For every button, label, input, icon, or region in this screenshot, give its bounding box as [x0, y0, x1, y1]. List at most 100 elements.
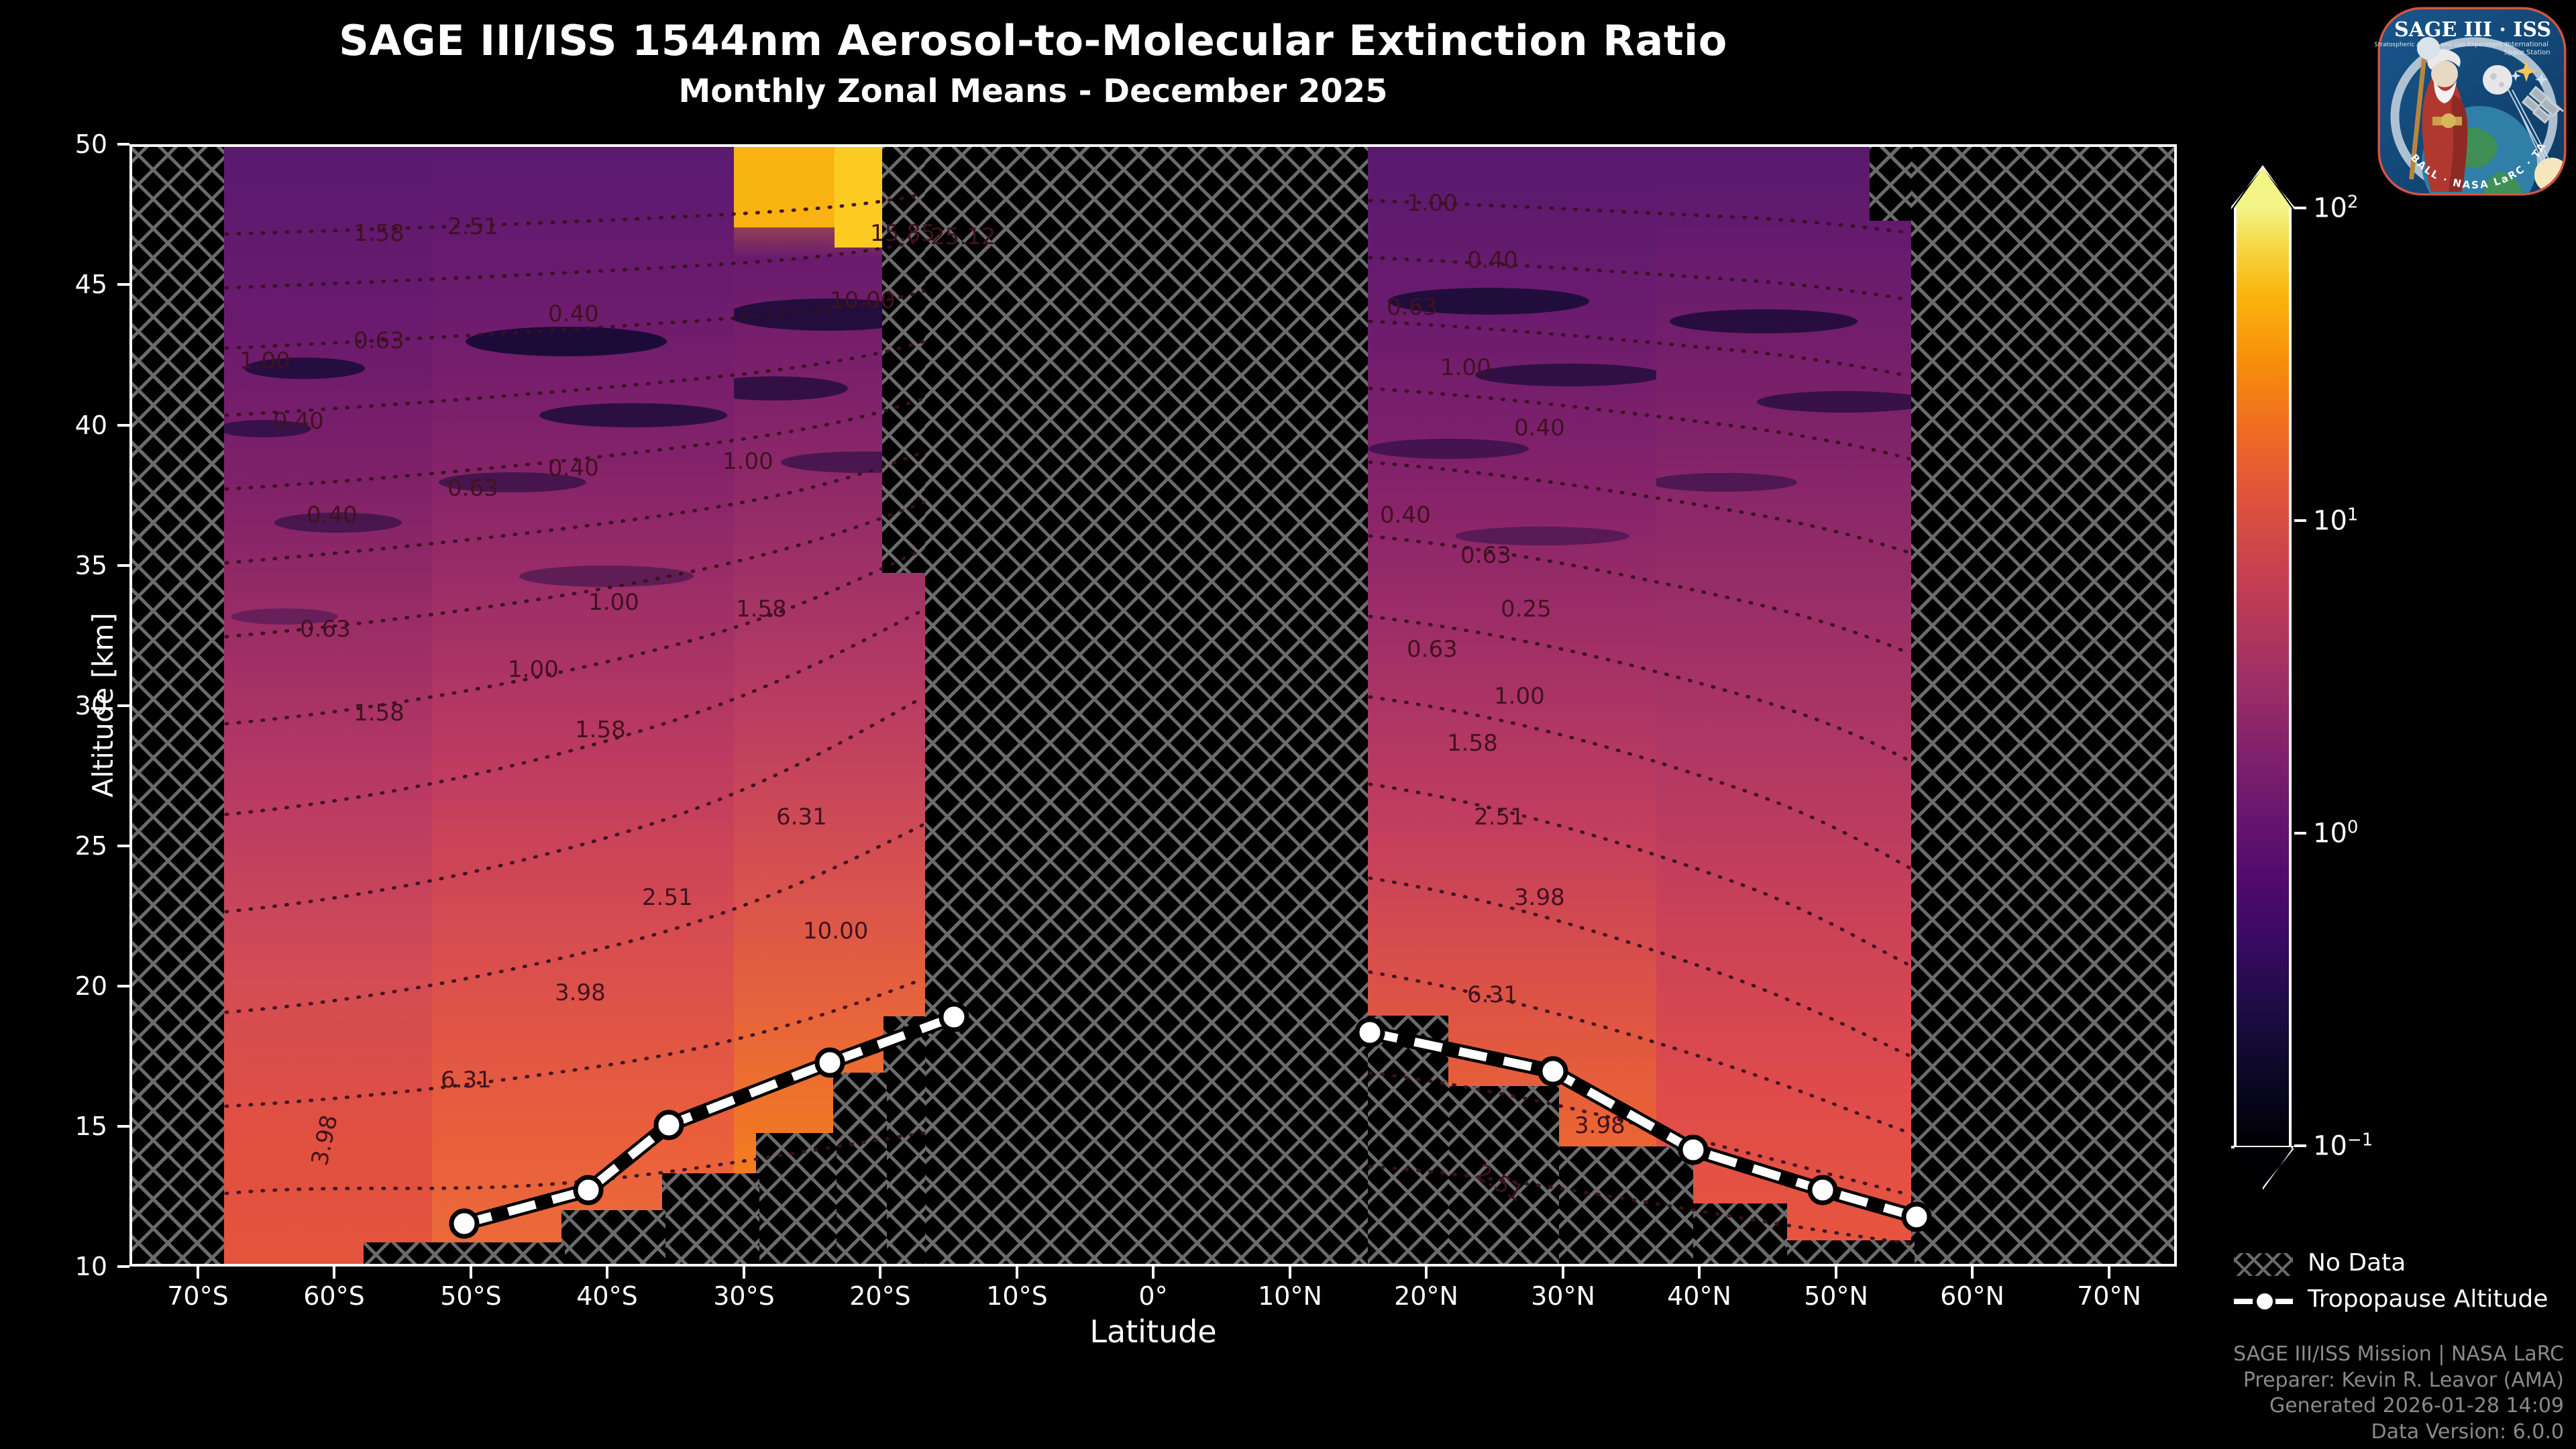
- x-tick-mark: [743, 1267, 745, 1279]
- contour-label: 0.63: [447, 475, 498, 502]
- x-tick-mark: [1835, 1267, 1837, 1279]
- contour-label: 0.40: [548, 455, 599, 482]
- colorbar-under-arrow: [2234, 1147, 2292, 1187]
- logo-subtitle-right-1: International: [2506, 41, 2548, 48]
- southern-field-mid: [432, 147, 734, 1264]
- north-mask-a: [1368, 1016, 1448, 1264]
- x-tick-mark: [1562, 1267, 1564, 1279]
- contour-label: 1.00: [508, 656, 559, 683]
- credit-preparer: Preparer: Kevin R. Leavor (AMA): [2243, 1368, 2564, 1392]
- contour-label: 1.58: [736, 596, 787, 623]
- page-subtitle: Monthly Zonal Means - December 2025: [678, 72, 1388, 110]
- x-tick-label: 60°N: [1940, 1281, 2004, 1311]
- colorbar-tick-mark: [2294, 832, 2306, 835]
- colorbar-gradient: [2234, 208, 2292, 1147]
- plot-inner: 3.98 6.31 3.98 2.51 10.00 6.31 1.58 1.58…: [132, 147, 2174, 1264]
- x-tick-mark: [1971, 1267, 1974, 1279]
- y-tick-mark: [117, 704, 129, 707]
- contour-label: 1.00: [1440, 354, 1491, 381]
- x-tick-mark: [1289, 1267, 1291, 1279]
- colorbar-tick-label: 101: [2313, 504, 2358, 536]
- south-mask-e: [561, 1210, 665, 1264]
- x-tick-label: 60°S: [303, 1281, 365, 1311]
- south-mask-b: [833, 1073, 887, 1264]
- contour-label: 2.51: [1474, 804, 1525, 830]
- contour-label: 3.98: [1574, 1112, 1625, 1139]
- north-mask-d: [1693, 1203, 1787, 1264]
- south-mask-a: [883, 1016, 925, 1264]
- x-tick-mark: [197, 1267, 199, 1279]
- y-tick-mark: [117, 424, 129, 427]
- x-tick-mark: [1016, 1267, 1018, 1279]
- north-mask-e: [1787, 1240, 1915, 1264]
- y-tick-mark: [117, 1265, 129, 1268]
- legend: No Data Tropopause Altitude: [2234, 1248, 2569, 1320]
- x-tick-mark: [333, 1267, 335, 1279]
- legend-label: No Data: [2308, 1249, 2406, 1277]
- contour-label: 0.63: [300, 616, 351, 643]
- contour-label: 0.40: [548, 301, 599, 327]
- x-tick-label: 30°N: [1531, 1281, 1595, 1311]
- y-tick-label: 15: [74, 1112, 107, 1141]
- south-mask-d: [662, 1173, 759, 1264]
- x-tick-mark: [1425, 1267, 1428, 1279]
- y-tick-label: 35: [74, 551, 107, 580]
- x-tick-label: 20°N: [1394, 1281, 1458, 1311]
- logo-subtitle-left: Stratospheric Aerosol and Gas Experiment…: [2375, 42, 2510, 48]
- contour-label: 2.51: [447, 213, 498, 240]
- colorbar[interactable]: 102 101 100 10−1: [2231, 165, 2373, 1190]
- y-tick-label: 30: [74, 691, 107, 720]
- x-tick-label: 70°S: [167, 1281, 229, 1311]
- contour-label: 2.51: [642, 884, 693, 911]
- y-axis-label: Altitude [km]: [87, 612, 120, 798]
- colorbar-tick-exponent: 0: [2347, 817, 2359, 838]
- colorbar-over-arrow: [2234, 168, 2292, 208]
- x-tick-mark: [1698, 1267, 1701, 1279]
- x-tick-label: 20°S: [849, 1281, 911, 1311]
- contour-label: 1.00: [722, 448, 773, 475]
- x-tick-label: 40°N: [1667, 1281, 1731, 1311]
- colorbar-tick-base: 10: [2313, 193, 2347, 224]
- colorbar-tick-base: 10: [2313, 505, 2347, 537]
- x-tick-label: 0°: [1138, 1281, 1168, 1311]
- x-tick-label: 70°N: [2077, 1281, 2141, 1311]
- legend-label: Tropopause Altitude: [2308, 1285, 2548, 1313]
- contour-label: 0.40: [1380, 502, 1431, 529]
- x-tick-label: 10°S: [986, 1281, 1048, 1311]
- y-tick-mark: [117, 283, 129, 286]
- contour-label: 0.63: [1407, 636, 1458, 663]
- colorbar-tick-exponent: −1: [2347, 1130, 2373, 1150]
- contour-label: 10.00: [803, 918, 868, 945]
- logo-title: SAGE III · ISS: [2394, 18, 2551, 42]
- credit-data-version: Data Version: 6.0.0: [2371, 1419, 2564, 1444]
- colorbar-tick-base: 10: [2313, 1130, 2347, 1162]
- south-mask-top-right: [882, 147, 925, 573]
- contour-label: 6.31: [1467, 981, 1518, 1008]
- colorbar-tick-label: 100: [2313, 817, 2358, 849]
- contour-label: 3.98: [307, 1113, 343, 1168]
- contour-label: 1.58: [575, 716, 626, 743]
- y-tick-mark: [117, 985, 129, 987]
- credit-generated: Generated 2026-01-28 14:09: [2269, 1394, 2564, 1418]
- tropopause-line-north: [1354, 1017, 1932, 1232]
- data-region-northern-right: [1656, 147, 1911, 1264]
- contour-label: 1.58: [1447, 730, 1498, 757]
- southern-field-left: [224, 147, 432, 1264]
- contour-label: 6.31: [441, 1067, 492, 1093]
- tropopause-line-south: [449, 1002, 969, 1239]
- y-tick-label: 25: [74, 831, 107, 861]
- contour-label: 1.58: [354, 700, 405, 727]
- contour-label: 3.98: [1514, 884, 1565, 911]
- colorbar-tick-label: 102: [2313, 192, 2358, 223]
- credits-block: SAGE III/ISS Mission | NASA LaRC Prepare…: [2233, 1342, 2564, 1445]
- heatmap-plot-area: 3.98 6.31 3.98 2.51 10.00 6.31 1.58 1.58…: [129, 144, 2177, 1267]
- data-region-southern: [224, 147, 432, 1264]
- x-tick-mark: [606, 1267, 608, 1279]
- y-tick-label: 45: [74, 270, 107, 299]
- south-mask-f: [364, 1242, 565, 1264]
- contour-label: 0.40: [1467, 247, 1518, 274]
- x-tick-label: 50°S: [440, 1281, 502, 1311]
- contour-label: 0.63: [1460, 542, 1511, 569]
- colorbar-tick-mark: [2294, 207, 2306, 209]
- contour-label: 0.63: [1387, 294, 1438, 321]
